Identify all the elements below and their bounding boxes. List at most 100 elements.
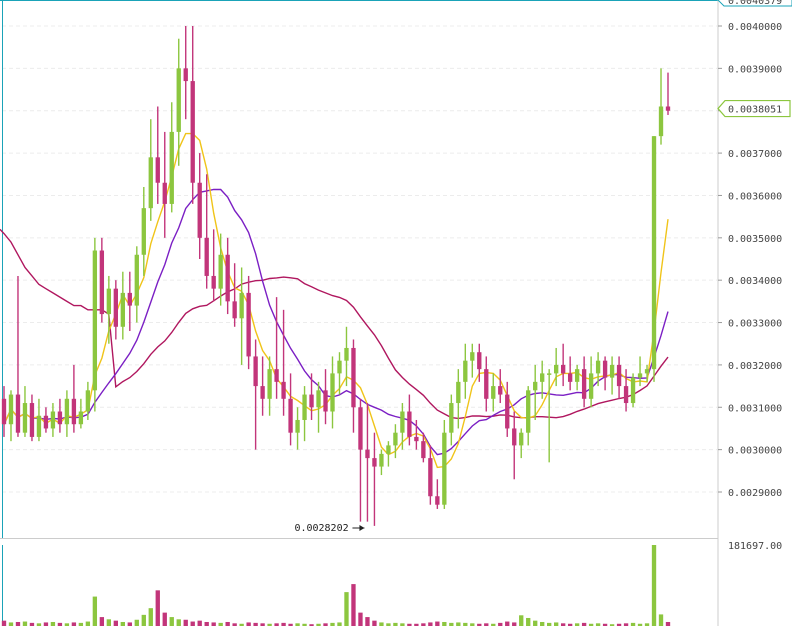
candle-body[interactable]: [29, 403, 35, 437]
candle[interactable]: [393, 424, 398, 459]
candle[interactable]: [554, 347, 559, 387]
candle[interactable]: [470, 343, 475, 378]
candle-body[interactable]: [560, 364, 566, 374]
volume-bar[interactable]: [365, 617, 370, 626]
candle-body[interactable]: [470, 352, 475, 361]
candle-body[interactable]: [218, 254, 223, 289]
candle[interactable]: [281, 309, 286, 416]
candle-body[interactable]: [498, 386, 503, 395]
volume-bar[interactable]: [637, 623, 643, 626]
candle-body[interactable]: [225, 254, 230, 302]
candle-body[interactable]: [358, 407, 363, 450]
volume-bar[interactable]: [8, 622, 14, 626]
candle[interactable]: [581, 356, 587, 408]
candle-body[interactable]: [288, 398, 293, 433]
volume-bar[interactable]: [595, 623, 601, 626]
volume-bar[interactable]: [567, 623, 573, 626]
candle-body[interactable]: [15, 394, 21, 433]
candle[interactable]: [337, 352, 342, 395]
candle[interactable]: [162, 131, 167, 238]
volume-bar[interactable]: [85, 621, 91, 626]
candle-body[interactable]: [8, 394, 14, 425]
volume-bar[interactable]: [358, 612, 363, 626]
candle-body[interactable]: [644, 369, 650, 374]
volume-bar[interactable]: [239, 623, 244, 626]
candle-body[interactable]: [22, 403, 28, 433]
candle[interactable]: [630, 373, 636, 408]
volume-bar[interactable]: [197, 620, 202, 626]
volume-bar[interactable]: [435, 621, 440, 626]
candle-body[interactable]: [477, 352, 482, 370]
candle-body[interactable]: [658, 106, 664, 137]
volume-bar[interactable]: [120, 621, 125, 626]
candle[interactable]: [372, 432, 377, 526]
volume-bar[interactable]: [560, 623, 566, 626]
candle[interactable]: [428, 445, 433, 505]
candle-body[interactable]: [484, 369, 489, 399]
candle-body[interactable]: [127, 292, 132, 306]
volume-bar[interactable]: [588, 623, 594, 626]
volume-bar[interactable]: [113, 620, 118, 626]
candle-body[interactable]: [274, 369, 279, 382]
candle-body[interactable]: [463, 360, 468, 382]
volume-bar[interactable]: [491, 623, 496, 626]
candle-body[interactable]: [519, 432, 524, 446]
candle[interactable]: [505, 381, 510, 437]
candle[interactable]: [260, 356, 265, 416]
volume-bar[interactable]: [71, 622, 77, 626]
volume-bar[interactable]: [449, 622, 454, 626]
candle[interactable]: [211, 229, 216, 302]
candle-body[interactable]: [113, 288, 118, 327]
volume-bar[interactable]: [106, 619, 112, 626]
volume-bar[interactable]: [253, 622, 258, 626]
candle[interactable]: [442, 419, 447, 509]
candle[interactable]: [414, 419, 419, 450]
volume-bar[interactable]: [50, 621, 56, 626]
candle[interactable]: [400, 403, 405, 450]
candle-body[interactable]: [106, 288, 112, 315]
candle-body[interactable]: [78, 411, 84, 425]
candle-body[interactable]: [351, 347, 356, 408]
volume-bar[interactable]: [15, 621, 21, 626]
candle-body[interactable]: [309, 394, 314, 408]
candle-body[interactable]: [651, 136, 657, 370]
candle-body[interactable]: [148, 157, 153, 209]
candle[interactable]: [71, 364, 77, 433]
candle[interactable]: [365, 403, 370, 522]
candles[interactable]: [1, 26, 671, 526]
candle[interactable]: [351, 339, 356, 433]
candle[interactable]: [435, 479, 440, 509]
volume-bar[interactable]: [155, 590, 160, 626]
candle[interactable]: [169, 102, 174, 213]
volume-bar[interactable]: [644, 623, 650, 626]
volume-bar[interactable]: [609, 624, 615, 626]
candle[interactable]: [309, 373, 314, 420]
candle-body[interactable]: [281, 381, 286, 399]
candle[interactable]: [99, 237, 105, 323]
volume-bar[interactable]: [246, 622, 251, 626]
volume-bar[interactable]: [295, 623, 300, 626]
volume-bar[interactable]: [176, 619, 181, 626]
volume-bar[interactable]: [407, 623, 412, 626]
candle-body[interactable]: [267, 369, 272, 399]
candle[interactable]: [239, 267, 244, 365]
candle-body[interactable]: [623, 386, 629, 404]
volume-bar[interactable]: [442, 621, 447, 626]
volume-bar[interactable]: [92, 596, 98, 626]
volume-bar[interactable]: [148, 608, 153, 626]
volume-bar[interactable]: [190, 621, 195, 626]
volume-bar[interactable]: [281, 622, 286, 626]
volume-bar[interactable]: [428, 622, 433, 626]
candle-body[interactable]: [372, 458, 377, 467]
candle-body[interactable]: [64, 398, 70, 425]
candle[interactable]: [421, 432, 426, 463]
candle[interactable]: [148, 119, 153, 221]
volume-bar[interactable]: [141, 614, 146, 626]
candle-body[interactable]: [512, 428, 517, 446]
candle-body[interactable]: [449, 403, 454, 433]
candle[interactable]: [302, 386, 307, 442]
candle[interactable]: [512, 411, 517, 480]
candle-body[interactable]: [630, 377, 636, 404]
candle-body[interactable]: [99, 250, 105, 315]
candle-body[interactable]: [204, 237, 209, 276]
